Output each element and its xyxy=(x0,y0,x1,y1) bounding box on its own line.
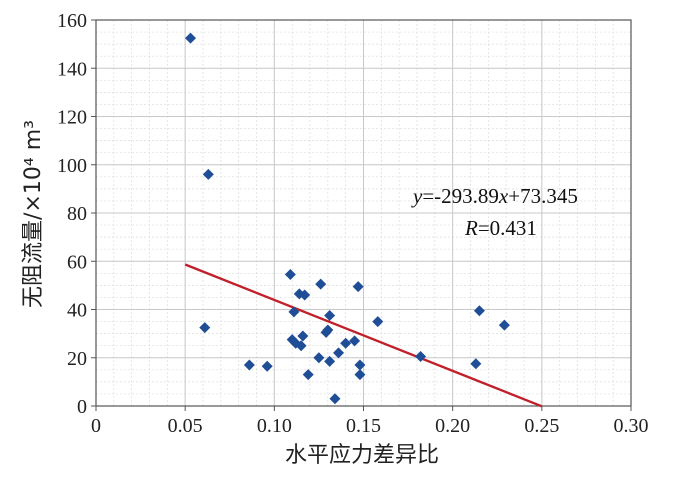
y-tick-label: 80 xyxy=(67,203,87,225)
data-point xyxy=(352,281,364,293)
equation-intercept: +73.345 xyxy=(508,184,578,208)
trendline-group xyxy=(184,263,543,408)
data-point xyxy=(498,319,510,331)
data-point xyxy=(297,330,309,342)
y-tick-label: 140 xyxy=(57,58,87,80)
y-axis-title: 无阻流量/×10⁴ m³ xyxy=(21,120,46,308)
correlation-coefficient: R=0.431 xyxy=(464,216,537,240)
data-point xyxy=(333,347,345,359)
trendline xyxy=(184,263,543,408)
r-symbol: R xyxy=(464,216,478,240)
y-tick-label: 40 xyxy=(67,300,87,322)
x-tick-label: 0.15 xyxy=(346,415,381,437)
trendline-equation: y=-293.89x+73.345 xyxy=(411,184,578,208)
x-tick-label: 0 xyxy=(91,415,101,437)
data-point xyxy=(415,351,427,363)
data-point xyxy=(295,340,307,352)
y-axis-tick-labels: 0 20 40 60 80 100 120 140 160 xyxy=(57,10,87,418)
data-point xyxy=(324,310,336,322)
data-point xyxy=(199,322,211,334)
x-tick-label: 0.25 xyxy=(524,415,559,437)
data-point xyxy=(354,359,366,371)
data-point xyxy=(324,355,336,367)
data-point xyxy=(473,305,485,317)
equation-x-symbol: x xyxy=(498,184,509,208)
data-point xyxy=(329,393,341,405)
x-tick-label: 0.10 xyxy=(257,415,292,437)
data-point xyxy=(340,337,352,349)
x-tick-label: 0.30 xyxy=(614,415,649,437)
y-tick-label: 160 xyxy=(57,10,87,32)
y-tick-label: 20 xyxy=(67,348,87,370)
x-axis-title: 水平应力差异比 xyxy=(285,443,439,468)
r-value: =0.431 xyxy=(478,216,537,240)
y-tick-label: 0 xyxy=(77,396,87,418)
data-point xyxy=(349,335,361,347)
x-axis-tick-labels: 0 0.05 0.10 0.15 0.20 0.25 0.30 xyxy=(91,415,649,437)
data-point xyxy=(322,324,334,336)
data-point xyxy=(354,369,366,381)
equation-slope: =-293.89 xyxy=(422,184,499,208)
data-point xyxy=(299,289,311,301)
x-tick-label: 0.05 xyxy=(168,415,203,437)
data-point xyxy=(243,359,255,371)
data-point xyxy=(288,306,300,318)
data-point xyxy=(470,358,482,370)
plot-area-frame xyxy=(95,19,632,407)
data-point xyxy=(202,168,214,180)
y-tick-label: 120 xyxy=(57,107,87,129)
data-point xyxy=(261,360,273,372)
data-point xyxy=(185,32,197,44)
data-point xyxy=(372,316,384,328)
y-tick-label: 100 xyxy=(57,155,87,177)
data-point xyxy=(302,369,314,381)
y-tick-label: 60 xyxy=(67,251,87,273)
data-point xyxy=(315,278,327,290)
equation-y-symbol: y xyxy=(411,184,423,208)
major-gridlines xyxy=(91,19,632,411)
data-point xyxy=(313,352,325,364)
data-points xyxy=(185,32,510,405)
x-tick-label: 0.20 xyxy=(435,415,470,437)
data-point xyxy=(284,269,296,281)
